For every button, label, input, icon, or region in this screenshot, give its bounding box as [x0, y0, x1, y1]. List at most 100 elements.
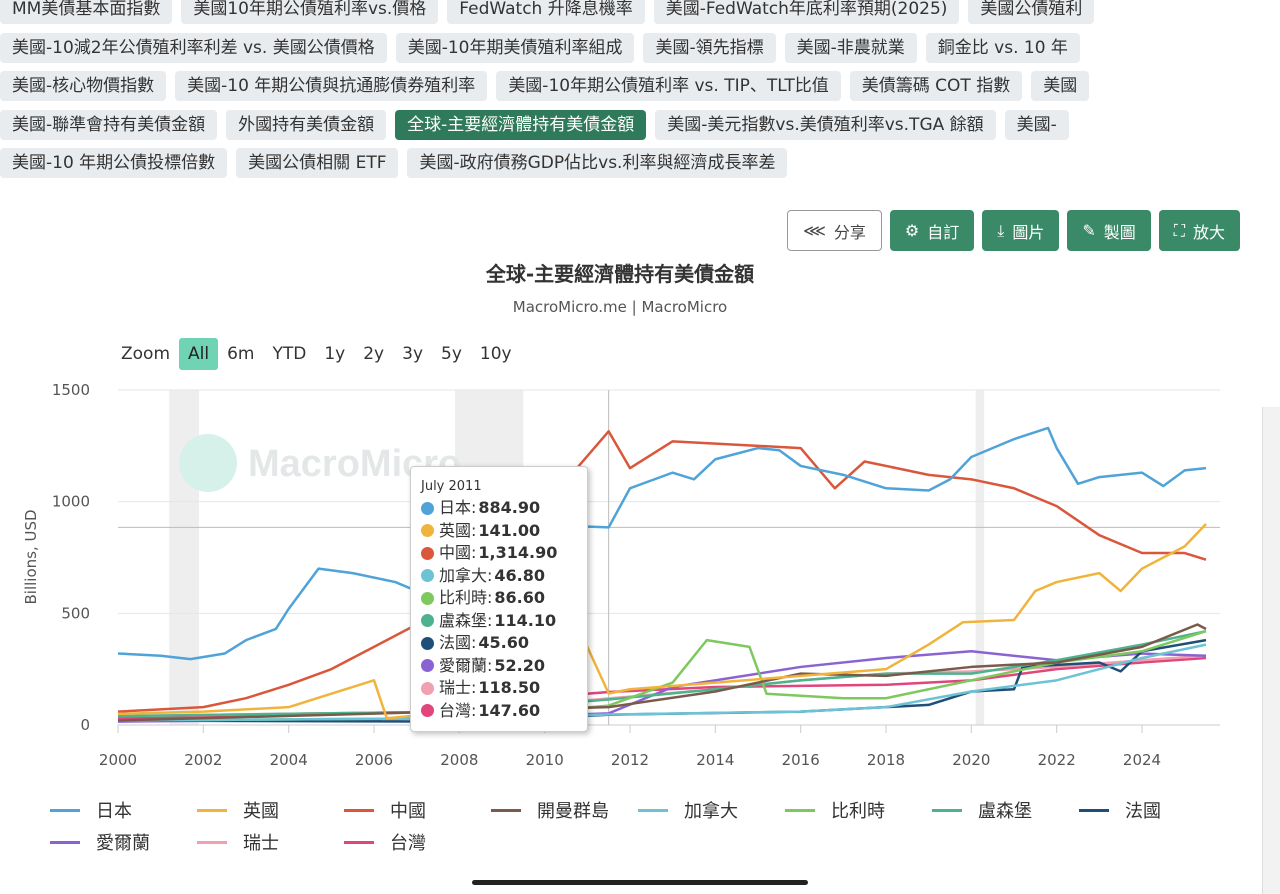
tag-link[interactable]: 外國持有美債金額: [226, 109, 387, 140]
series-line[interactable]: [117, 523, 1207, 720]
tag-link[interactable]: 美國-非農就業: [784, 32, 917, 63]
download-icon: ⤓: [997, 220, 1005, 240]
zoom-option[interactable]: YTD: [272, 344, 307, 364]
expand-button[interactable]: ⛶ 放大: [1158, 210, 1240, 251]
tag-link[interactable]: 美國公債相關 ETF: [236, 148, 399, 178]
tooltip-row: 日本:884.90: [421, 497, 577, 520]
tag-link[interactable]: 美國: [1031, 71, 1090, 101]
tooltip-value: 118.50: [478, 678, 541, 697]
series-dot-icon: [421, 636, 434, 650]
x-tick-label: 2014: [696, 751, 734, 769]
tooltip-series: 加拿大: [439, 565, 488, 585]
zoom-option[interactable]: 3y: [402, 344, 424, 364]
button-label: 自訂: [927, 222, 960, 242]
legend-item[interactable]: 盧森堡: [932, 798, 1079, 822]
legend-swatch: [197, 808, 227, 812]
series-line[interactable]: [117, 623, 1207, 722]
legend-label: 比利時: [831, 801, 885, 822]
series-line[interactable]: [117, 629, 1207, 718]
tag-link[interactable]: 美國-政府債務GDP佔比vs.利率與經濟成長率差: [407, 148, 788, 178]
series-dot-icon: [421, 704, 434, 718]
zoom-label: Zoom: [121, 344, 171, 364]
download-button[interactable]: ⤓ 圖片: [982, 210, 1060, 251]
tag-link[interactable]: 美國-領先指標: [643, 32, 776, 63]
legend-swatch: [932, 808, 962, 812]
legend-item[interactable]: 加拿大: [638, 798, 785, 822]
x-tick-label: 2010: [526, 751, 564, 769]
tag-row: 美國-10 年期公債投標倍數 美國公債相關 ETF 美國-政府債務GDP佔比vs.利…: [0, 148, 1280, 178]
watermark-logo-icon: [179, 434, 237, 492]
tooltip-value: 45.60: [478, 633, 530, 652]
tooltip-row: 盧森堡:114.10: [421, 610, 577, 633]
series-dot-icon: [421, 681, 434, 695]
legend-label: 加拿大: [684, 801, 738, 822]
tag-link[interactable]: MM美債基本面指數: [0, 0, 173, 24]
tag-link[interactable]: 美國-10減2年公債殖利率利差 vs. 美國公債價格: [0, 32, 387, 63]
gear-button[interactable]: ⚙ 自訂: [889, 210, 975, 251]
series-line[interactable]: [117, 426, 1207, 661]
tag-link[interactable]: 全球-主要經濟體持有美債金額: [395, 109, 647, 140]
tooltip-series: 日本: [439, 498, 472, 517]
legend-swatch: [197, 840, 227, 844]
series-dot-icon: [421, 659, 434, 673]
y-tick-label: 1000: [52, 493, 90, 511]
x-tick-label: 2024: [1123, 751, 1161, 769]
colon: :: [487, 588, 493, 607]
zoom-option[interactable]: 2y: [363, 344, 385, 364]
zoom-option[interactable]: 10y: [479, 344, 512, 364]
legend-item[interactable]: 日本: [50, 798, 197, 822]
tag-link[interactable]: 美國-10年期美債殖利率組成: [395, 32, 635, 63]
tooltip-value: 52.20: [494, 655, 546, 675]
legend-item[interactable]: 英國: [197, 798, 344, 822]
zoom-option[interactable]: 5y: [441, 344, 462, 364]
legend-item[interactable]: 台灣: [344, 830, 491, 854]
tag-link[interactable]: 美國-美元指數vs.美債殖利率vs.TGA 餘額: [655, 109, 996, 140]
zoom-option[interactable]: 1y: [324, 344, 346, 364]
legend-label: 盧森堡: [978, 801, 1032, 822]
share-button[interactable]: ⋘ 分享: [787, 210, 882, 251]
y-tick-label: 500: [61, 604, 90, 622]
tag-link[interactable]: 美國-FedWatch年底利率預期(2025): [653, 0, 960, 24]
tooltip-value: 147.60: [478, 700, 541, 720]
tag-link[interactable]: 美債籌碼 COT 指數: [849, 71, 1023, 101]
legend-item[interactable]: 比利時: [785, 798, 932, 822]
tag-link[interactable]: 美國-10 年期公債投標倍數: [0, 148, 228, 178]
tag-link[interactable]: 銅金比 vs. 10 年: [925, 32, 1080, 63]
tooltip-series: 愛爾蘭: [439, 655, 488, 675]
zoom-option[interactable]: 6m: [227, 344, 255, 364]
pencil-button[interactable]: ✎ 製圖: [1067, 210, 1151, 251]
series-line[interactable]: [117, 643, 1207, 722]
tag-link[interactable]: FedWatch 升降息機率: [447, 0, 645, 24]
scrollbar[interactable]: [1262, 407, 1280, 894]
tag-link[interactable]: 美國公債殖利: [968, 0, 1095, 24]
tooltip-series: 盧森堡: [439, 610, 488, 630]
tooltip-row: 加拿大:46.80: [421, 565, 577, 588]
series-dot-icon: [421, 501, 434, 515]
tag-link[interactable]: 美國-: [1004, 109, 1069, 140]
legend-label: 開曼群島: [537, 801, 609, 822]
tag-link[interactable]: 美國-10年期公債殖利率 vs. TIP、TLT比值: [496, 71, 841, 101]
legend-item[interactable]: 瑞士: [197, 830, 344, 854]
zoom-option[interactable]: All: [179, 338, 219, 370]
tag-link[interactable]: 美國10年期公債殖利率vs.價格: [181, 0, 439, 24]
tag-link[interactable]: 美國-聯準會持有美債金額: [0, 109, 218, 140]
legend-item[interactable]: 法國: [1079, 798, 1226, 822]
colon: :: [487, 565, 493, 585]
legend-label: 英國: [243, 801, 279, 822]
recession-band: [975, 390, 985, 725]
legend-item[interactable]: 愛爾蘭: [50, 830, 197, 854]
y-axis-label: Billions, USD: [22, 509, 40, 604]
legend-item[interactable]: 開曼群島: [491, 798, 638, 822]
tag-link[interactable]: 美國-10 年期公債與抗通膨債券殖利率: [175, 71, 488, 101]
colon: :: [487, 655, 493, 675]
series-line[interactable]: [117, 430, 1207, 713]
legend-swatch: [50, 840, 80, 844]
tooltip-row: 台灣:147.60: [421, 700, 577, 723]
tooltip-row: 瑞士:118.50: [421, 677, 577, 700]
legend-item[interactable]: 中國: [344, 798, 491, 822]
legend-swatch: [1079, 808, 1109, 812]
colon: :: [471, 700, 477, 720]
tag-link[interactable]: 美國-核心物價指數: [0, 71, 167, 101]
button-label: 放大: [1192, 222, 1225, 242]
